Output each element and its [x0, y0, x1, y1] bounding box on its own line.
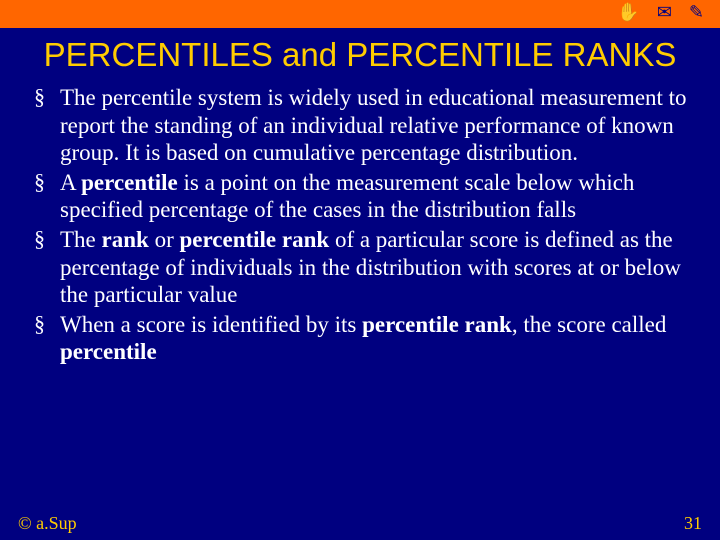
page-number: 31 — [684, 513, 702, 534]
copyright-text: © a.Sup — [18, 513, 77, 534]
bullet-item: The rank or percentile rank of a particu… — [30, 226, 690, 309]
bullet-segment: percentile rank — [179, 227, 329, 252]
bullet-segment: rank — [102, 227, 149, 252]
slide-footer: © a.Sup 31 — [0, 513, 720, 534]
bullet-list: The percentile system is widely used in … — [30, 84, 690, 366]
slide-body: The percentile system is widely used in … — [0, 84, 720, 366]
bullet-segment: percentile — [81, 170, 178, 195]
accent-bar: ✋ ✉ ✎ — [0, 0, 720, 28]
bullet-segment: or — [149, 227, 180, 252]
bullet-segment: The percentile system is widely used in … — [60, 85, 687, 165]
slide-title: PERCENTILES and PERCENTILE RANKS — [0, 28, 720, 84]
bullet-segment: percentile rank — [362, 312, 512, 337]
decorative-icons: ✋ ✉ ✎ — [617, 2, 710, 23]
bullet-segment: When a score is identified by its — [60, 312, 362, 337]
bullet-item: When a score is identified by its percen… — [30, 311, 690, 366]
bullet-segment: , the score called — [512, 312, 667, 337]
bullet-segment: The — [60, 227, 102, 252]
bullet-segment: percentile — [60, 339, 157, 364]
bullet-item: The percentile system is widely used in … — [30, 84, 690, 167]
bullet-segment: A — [60, 170, 81, 195]
bullet-item: A percentile is a point on the measureme… — [30, 169, 690, 224]
